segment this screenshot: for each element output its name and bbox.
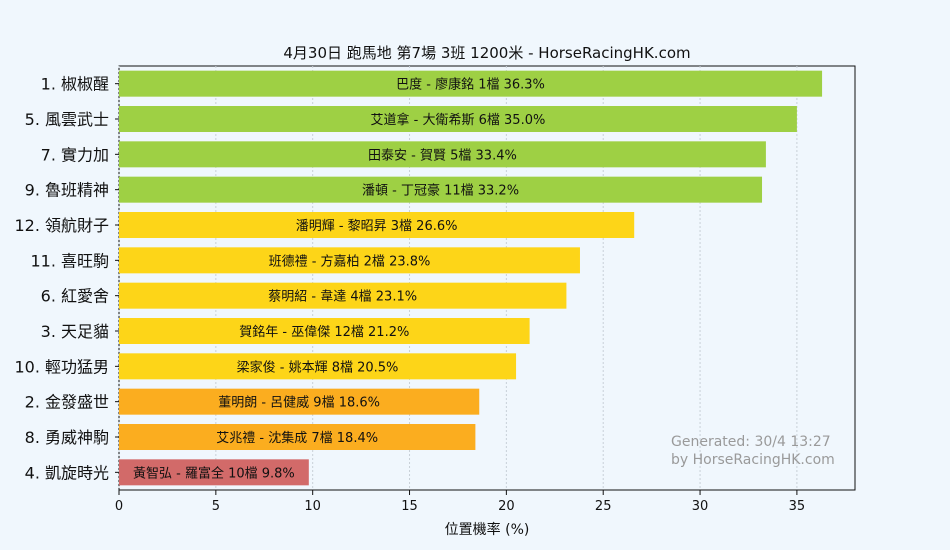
bar-label: 田泰安 - 賀賢 5檔 33.4%	[368, 148, 517, 163]
bar	[119, 353, 517, 380]
bar-label: 董明朗 - 呂健威 9檔 18.6%	[218, 396, 380, 411]
plot-area	[118, 65, 856, 491]
category-labels: 1. 椒椒醒 5. 風雲武士 7. 實力加 9. 魯班精神 12. 領航財子 11. 喜旺…	[14, 75, 119, 482]
category-label: 6. 紅愛舍	[41, 287, 109, 306]
chart-title: 4月30日 跑馬地 第7場 3班 1200米 - HorseRacingHK.c…	[283, 44, 690, 62]
bar-label: 艾兆禮 - 沈集成 7檔 18.4%	[216, 430, 378, 446]
x-axis-title: 位置機率 (%)	[445, 521, 530, 538]
x-tick-label: 10	[304, 499, 321, 514]
x-ticks: 0 5 10 15 20 25 30 35	[115, 490, 805, 514]
category-label: 10. 輕功猛男	[14, 357, 109, 376]
bar-label: 蔡明紹 - 韋達 4檔 23.1%	[268, 290, 417, 305]
bar	[119, 318, 530, 344]
x-tick-label: 30	[692, 499, 709, 514]
category-label: 4. 凱旋時光	[25, 463, 109, 482]
bar	[119, 176, 763, 203]
watermark-line-2: by HorseRacingHK.com	[671, 452, 835, 468]
category-label: 8. 勇威神駒	[25, 428, 109, 447]
bar-label: 巴度 - 廖康銘 1檔 36.3%	[396, 77, 545, 93]
bar-label: 班德禮 - 方嘉柏 2檔 23.8%	[269, 253, 431, 269]
bar	[119, 212, 635, 238]
bar	[119, 424, 476, 450]
bar-label: 賀銘年 - 巫偉傑 12檔 21.2%	[239, 325, 409, 340]
x-tick-label: 15	[401, 499, 418, 514]
bar	[119, 459, 309, 486]
category-label: 12. 領航財子	[14, 216, 109, 235]
x-tick-label: 5	[212, 499, 220, 514]
bar	[119, 388, 480, 415]
bar	[119, 282, 567, 309]
bar	[119, 106, 797, 132]
category-label: 7. 實力加	[41, 145, 109, 164]
bar	[119, 70, 823, 97]
bar	[119, 141, 766, 168]
category-label: 9. 魯班精神	[25, 181, 109, 200]
x-tick-label: 35	[789, 499, 806, 514]
category-label: 5. 風雲武士	[25, 110, 109, 129]
bar-label: 黃智弘 - 羅富全 10檔 9.8%	[133, 465, 295, 481]
bar-label: 艾道拿 - 大衛希斯 6檔 35.0%	[371, 112, 546, 128]
watermark-line-1: Generated: 30/4 13:27	[671, 434, 831, 450]
x-tick-label: 20	[498, 499, 515, 514]
bar	[119, 247, 580, 274]
bar-label: 梁家俊 - 姚本輝 8檔 20.5%	[237, 359, 399, 375]
x-tick-label: 0	[115, 499, 123, 514]
category-label: 2. 金發盛世	[25, 393, 109, 412]
grid	[118, 66, 798, 490]
bars: 巴度 - 廖康銘 1檔 36.3% 艾道拿 - 大衛希斯 6檔 35.0% 田泰安 …	[119, 70, 823, 486]
category-label: 1. 椒椒醒	[41, 75, 109, 94]
category-label: 11. 喜旺駒	[30, 251, 109, 270]
category-label: 3. 天足貓	[41, 322, 109, 341]
x-tick-label: 25	[595, 499, 612, 514]
bar-label: 潘頓 - 丁冠豪 11檔 33.2%	[362, 183, 519, 199]
bar-label: 潘明輝 - 黎昭昇 3檔 26.6%	[296, 219, 458, 234]
